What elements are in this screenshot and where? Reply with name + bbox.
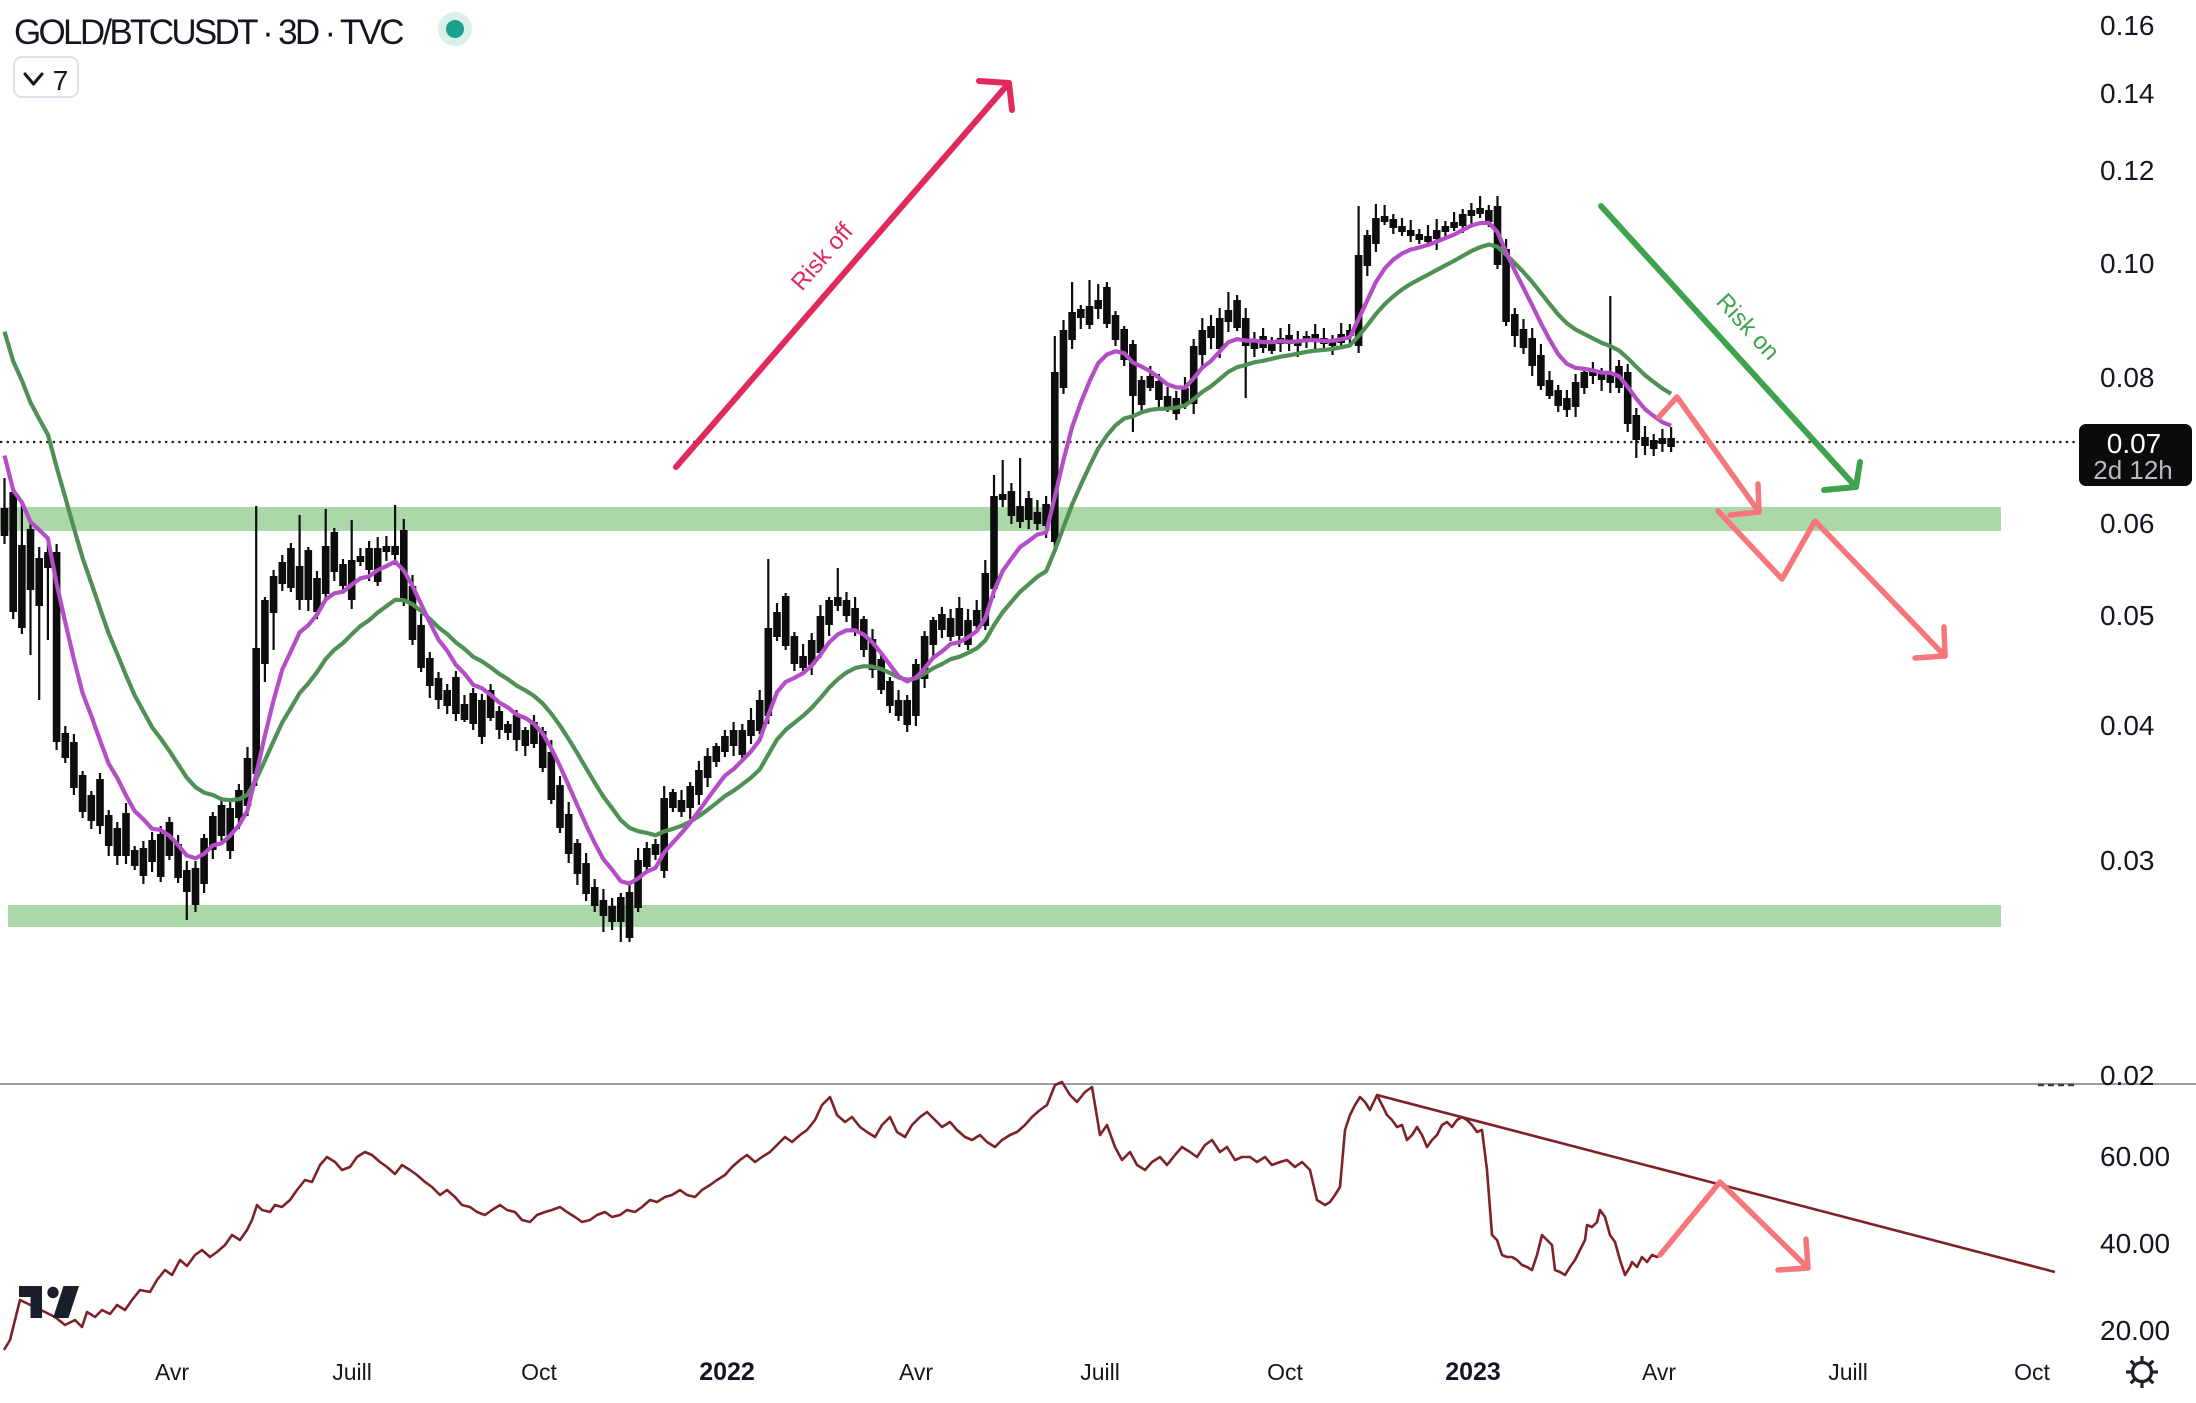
- svg-text:0.05: 0.05: [2100, 600, 2155, 631]
- svg-text:0.16: 0.16: [2100, 10, 2155, 41]
- svg-text:20.00: 20.00: [2100, 1315, 2170, 1346]
- svg-text:0.14: 0.14: [2100, 78, 2155, 109]
- svg-text:2d 12h: 2d 12h: [2093, 455, 2173, 485]
- svg-text:0.06: 0.06: [2100, 508, 2155, 539]
- svg-text:7: 7: [53, 65, 69, 96]
- svg-text:Avr: Avr: [899, 1359, 933, 1385]
- svg-text:Juill: Juill: [1828, 1359, 1868, 1385]
- svg-text:0.08: 0.08: [2100, 362, 2155, 393]
- svg-text:2023: 2023: [1445, 1358, 1501, 1386]
- svg-text:Avr: Avr: [1642, 1359, 1676, 1385]
- svg-text:0.12: 0.12: [2100, 155, 2155, 186]
- svg-text:0.10: 0.10: [2100, 248, 2155, 279]
- svg-text:Juill: Juill: [1080, 1359, 1120, 1385]
- svg-text:40.00: 40.00: [2100, 1228, 2170, 1259]
- svg-text:Avr: Avr: [155, 1359, 189, 1385]
- svg-text:0.04: 0.04: [2100, 710, 2155, 741]
- svg-text:2022: 2022: [699, 1358, 755, 1386]
- svg-text:GOLD/BTCUSDT · 3D · TVC: GOLD/BTCUSDT · 3D · TVC: [14, 13, 403, 52]
- svg-text:0.02: 0.02: [2100, 1060, 2155, 1091]
- svg-text:0.07: 0.07: [2107, 428, 2162, 459]
- svg-text:Oct: Oct: [521, 1359, 557, 1385]
- svg-text:Oct: Oct: [1267, 1359, 1303, 1385]
- svg-text:Juill: Juill: [332, 1359, 372, 1385]
- svg-text:0.03: 0.03: [2100, 845, 2155, 876]
- svg-text:60.00: 60.00: [2100, 1141, 2170, 1172]
- svg-text:Oct: Oct: [2014, 1359, 2050, 1385]
